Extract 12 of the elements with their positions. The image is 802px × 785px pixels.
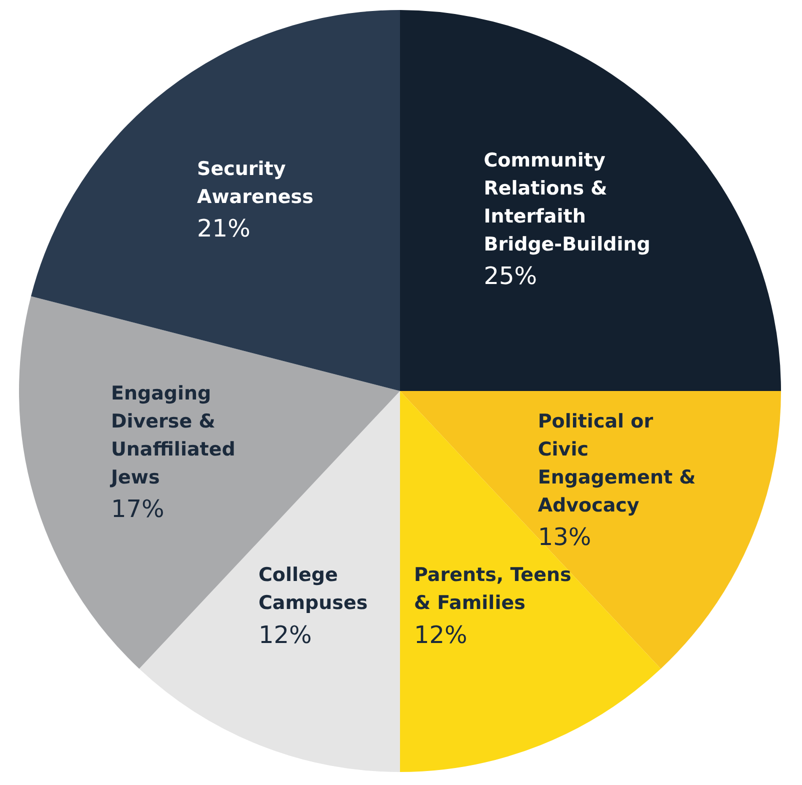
- slice-label: Political or Civic Engagement & Advocacy: [538, 410, 696, 516]
- data-label: 21%: [197, 214, 250, 243]
- data-label: 25%: [484, 262, 538, 290]
- slice-label: Security Awareness: [197, 158, 314, 208]
- slice-label: Community Relations & Interfaith Bridge-Building: [484, 149, 650, 256]
- data-label: 17%: [110, 495, 164, 524]
- slice-label: Parents, Teens & Families: [414, 564, 572, 614]
- data-label: 12%: [414, 620, 468, 649]
- slice-label: Engaging Diverse & Unaffiliated Jews: [108, 382, 236, 488]
- slice-label: College Campuses: [258, 564, 368, 614]
- data-label: 13%: [538, 523, 592, 552]
- data-label: 12%: [258, 620, 312, 649]
